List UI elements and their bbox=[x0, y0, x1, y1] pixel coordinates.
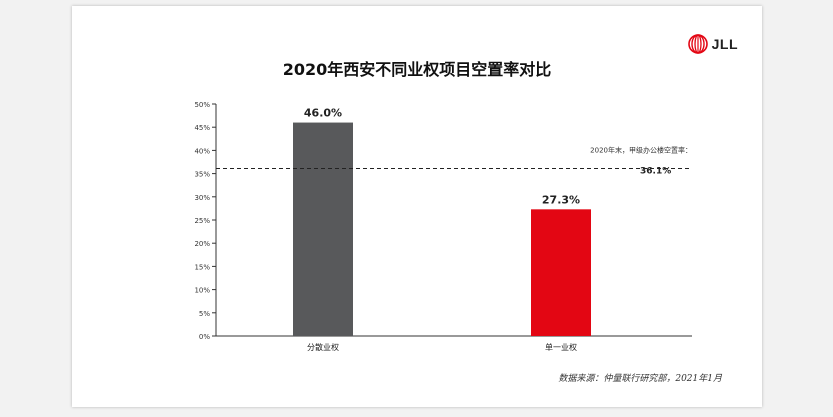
reference-line-label: 2020年末，甲级办公楼空置率： bbox=[590, 145, 692, 154]
x-tick-label: 分散业权 bbox=[307, 342, 339, 352]
company-logo: JLL bbox=[687, 34, 738, 54]
bar-chart: 0% 5% 10% 15% 20% 25% 30% 35% 40% 45% 50% 46.0% 分散业权… bbox=[194, 101, 692, 352]
reference-line-value: 36.1% bbox=[640, 166, 671, 176]
x-tick-label: 单一业权 bbox=[545, 342, 577, 352]
bar-data-label: 27.3% bbox=[542, 193, 580, 206]
y-tick-label: 10% bbox=[194, 287, 210, 295]
logo-text: JLL bbox=[711, 36, 738, 52]
y-tick-label: 40% bbox=[194, 147, 210, 155]
bar-data-label: 46.0% bbox=[304, 107, 342, 120]
slide: JLL 2020年西安不同业权项目空置率对比 0% 5% 10% 15% 20% 25% 3… bbox=[72, 6, 762, 407]
y-tick-label: 35% bbox=[194, 171, 210, 179]
y-tick-label: 45% bbox=[194, 124, 210, 132]
y-tick-label: 20% bbox=[194, 240, 210, 248]
y-tick-label: 15% bbox=[194, 263, 210, 271]
source-note: 数据来源：仲量联行研究部，2021年1月 bbox=[558, 374, 722, 384]
y-tick-label: 30% bbox=[194, 194, 210, 202]
y-tick-label: 0% bbox=[199, 333, 210, 341]
jll-logo-icon bbox=[687, 34, 708, 54]
y-tick-label: 25% bbox=[194, 217, 210, 225]
y-tick-label: 50% bbox=[194, 101, 210, 109]
y-tick-label: 5% bbox=[199, 310, 210, 318]
bar bbox=[293, 122, 353, 336]
bar bbox=[531, 209, 591, 336]
chart-title: 2020年西安不同业权项目空置率对比 bbox=[282, 60, 552, 79]
